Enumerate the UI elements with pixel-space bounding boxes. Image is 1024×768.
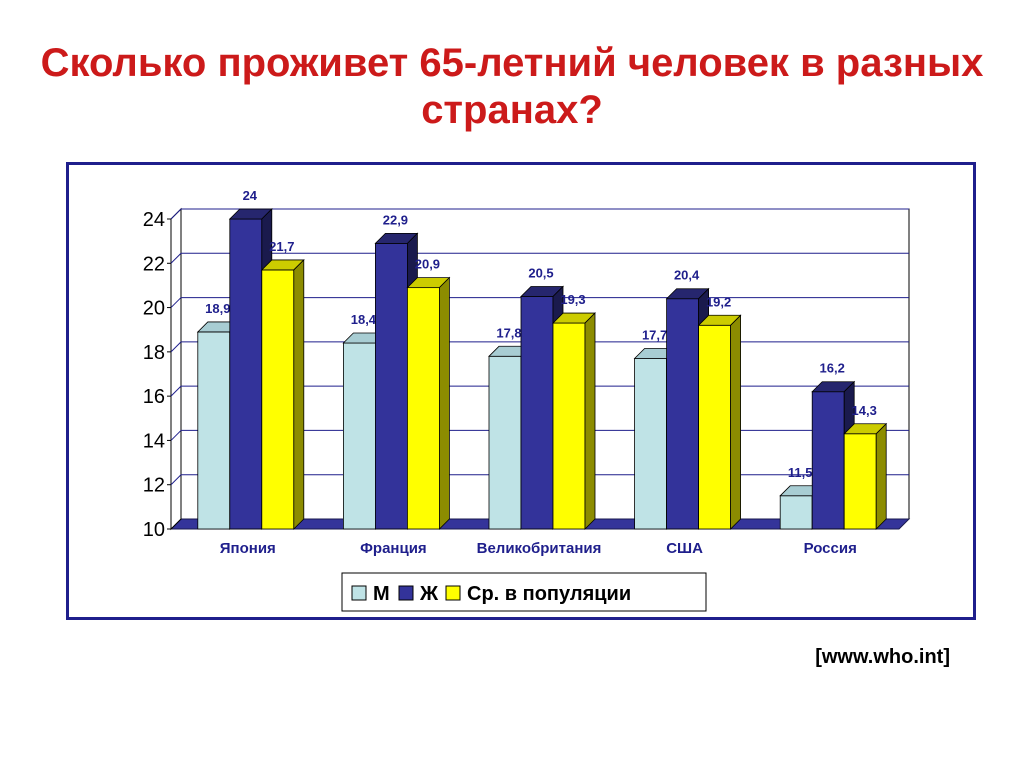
bar — [406, 287, 440, 530]
plot-side-wall — [170, 207, 182, 531]
gridline-depth — [170, 385, 182, 397]
bar — [779, 495, 813, 530]
bar — [374, 242, 408, 530]
data-label: 14,3 — [852, 403, 877, 418]
bar — [698, 324, 731, 530]
x-category-label: Великобритания — [477, 540, 602, 557]
bar — [843, 433, 877, 530]
bar — [261, 269, 295, 530]
y-tick-label: 20 — [143, 298, 165, 320]
bar-side — [584, 312, 596, 530]
bar — [811, 391, 845, 530]
gridline-depth — [170, 341, 182, 353]
bar — [666, 298, 699, 530]
legend-label: Ж — [419, 583, 439, 605]
bar — [552, 322, 586, 530]
data-label: 17,7 — [642, 328, 667, 343]
page-title: Сколько проживет 65-летний человек в раз… — [40, 41, 984, 132]
legend-label: Ср. в популяции — [467, 583, 631, 605]
data-label: 20,4 — [674, 268, 700, 283]
data-label: 17,8 — [496, 325, 521, 340]
bar-side — [730, 314, 741, 530]
source-citation: [www.who.int] — [815, 646, 950, 668]
gridline-depth — [170, 430, 182, 441]
legend-swatch — [398, 585, 414, 601]
gridline-depth — [170, 252, 182, 264]
bar — [634, 358, 667, 530]
bar-chart: 10 12 14 16 18 20 22 24 18,9 24 21,7 Япония 18,4 22,9… — [143, 188, 911, 612]
data-label: 21,7 — [269, 239, 294, 254]
legend-label: М — [373, 583, 390, 605]
chart-frame: 10 12 14 16 18 20 22 24 18,9 24 21,7 Япония 18,4 22,9… — [66, 162, 976, 620]
gridline-depth — [170, 208, 182, 220]
y-tick-label: 16 — [143, 386, 165, 408]
legend-swatch — [351, 585, 367, 601]
bar — [229, 218, 263, 530]
data-label: 18,4 — [351, 312, 377, 327]
x-category-label: Россия — [804, 540, 857, 557]
gridline-depth — [170, 474, 182, 486]
bar-side — [293, 258, 305, 530]
y-tick-label: 12 — [143, 475, 165, 497]
data-label: 19,3 — [560, 292, 585, 307]
y-tick-label: 24 — [143, 209, 165, 231]
data-label: 20,5 — [528, 266, 553, 281]
data-label: 24 — [243, 188, 258, 203]
bar — [342, 342, 376, 530]
y-tick-label: 10 — [143, 519, 165, 541]
data-label: 20,9 — [415, 257, 440, 272]
bar — [520, 296, 554, 530]
bar — [197, 331, 231, 530]
legend-swatch — [445, 585, 461, 601]
bar-side — [875, 422, 887, 530]
data-label: 22,9 — [383, 212, 408, 227]
x-category-label: Франция — [360, 540, 427, 557]
x-category-label: США — [666, 540, 703, 557]
y-tick-label: 18 — [143, 342, 165, 364]
data-label: 16,2 — [820, 361, 845, 376]
data-label: 11,5 — [788, 465, 813, 480]
data-label: 19,2 — [706, 294, 731, 309]
x-category-label: Япония — [220, 540, 276, 557]
bar-side — [438, 276, 450, 530]
y-tick-label: 22 — [143, 253, 165, 275]
bar — [488, 355, 522, 530]
data-label: 18,9 — [205, 301, 230, 316]
y-tick-label: 14 — [143, 430, 165, 452]
gridline-depth — [170, 297, 182, 308]
